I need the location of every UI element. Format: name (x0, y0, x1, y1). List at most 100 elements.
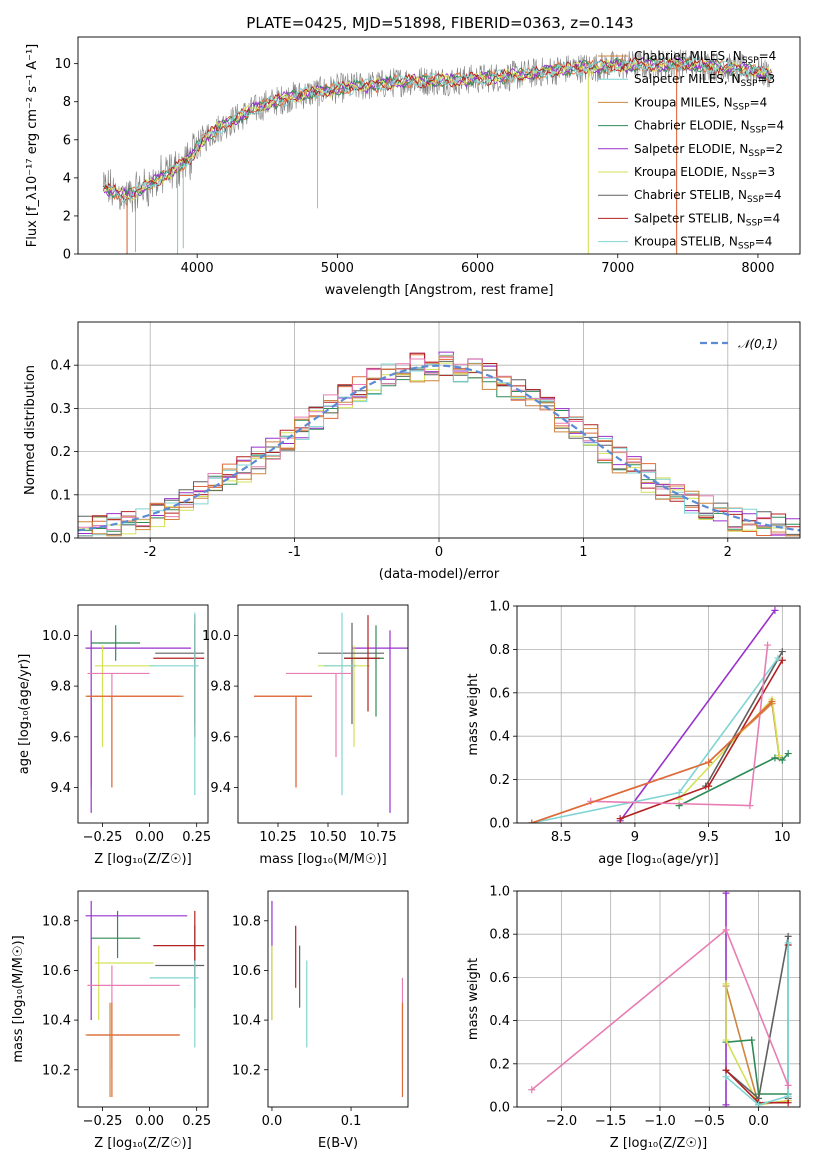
y-tick-label: 2 (63, 209, 71, 224)
x-tick-label: 6000 (461, 261, 494, 276)
legend-label: Salpeter MILES, NSSP=3 (634, 72, 775, 89)
y-tick-label: 0.8 (489, 643, 510, 658)
y-axis-label: age [log₁₀(age/yr)] (17, 654, 32, 775)
weight-marker (705, 758, 713, 766)
y-tick-label: 10.2 (232, 1063, 261, 1078)
weight-marker (528, 819, 536, 823)
plot-area (85, 900, 205, 1098)
y-tick-label: 9.8 (50, 680, 71, 695)
legend-label: 𝒩(0,1) (738, 337, 778, 351)
x-tick-label: 7000 (601, 261, 634, 276)
axes-frame (77, 890, 209, 1108)
plot-area (102, 49, 773, 254)
model-spectrum-2 (102, 56, 773, 201)
x-tick-label: 0.00 (135, 830, 164, 845)
weight-marker (771, 754, 779, 762)
x-tick-label: 10.50 (309, 830, 346, 845)
y-axis-label: Normed distribution (23, 365, 38, 495)
y-tick-label: 0.8 (489, 928, 510, 943)
normal-curve (78, 364, 800, 532)
y-tick-label: 10.0 (202, 629, 231, 644)
x-tick-label: 1 (579, 545, 587, 560)
model-spectrum-4 (103, 56, 773, 203)
weight-marker (755, 1101, 763, 1107)
x-tick-label: −2.0 (546, 1114, 578, 1129)
x-axis-label: mass [log₁₀(M/M☉)] (259, 852, 386, 867)
weight-marker (784, 939, 792, 947)
legend-label: Salpeter STELIB, NSSP=4 (634, 211, 780, 228)
plot-area (528, 891, 792, 1107)
y-axis-label: mass weight (466, 958, 481, 1040)
y-tick-label: 4 (63, 171, 71, 186)
weight-marker (764, 641, 772, 649)
axes-frame (77, 36, 801, 255)
x-tick-label: 0.1 (341, 1114, 362, 1129)
y-tick-label: 0.4 (489, 1014, 510, 1029)
x-tick-label: −1.0 (644, 1114, 676, 1129)
y-tick-label: 10.6 (42, 964, 71, 979)
weight-series-4 (705, 651, 783, 787)
y-tick-label: 0.2 (50, 445, 71, 460)
weight-marker (778, 648, 786, 656)
weight-marker (746, 802, 754, 810)
weight-marker (778, 756, 786, 764)
x-tick-label: −0.25 (83, 1114, 123, 1129)
histogram-series-8 (78, 355, 800, 537)
axes-frame (77, 604, 209, 824)
weight-marker (775, 752, 783, 760)
y-tick-label: 0.4 (50, 359, 71, 374)
x-axis-label: Z [log₁₀(Z/Z☉)] (94, 1136, 191, 1151)
legend-label: Chabrier MILES, NSSP=4 (634, 49, 776, 66)
y-tick-label: 8 (63, 95, 71, 110)
x-axis-label: E(B-V) (318, 1136, 358, 1151)
model-spectrum-1 (102, 56, 773, 199)
y-tick-label: 10.0 (42, 629, 71, 644)
x-tick-label: 10 (774, 830, 791, 845)
panel-Z_weight: −2.0 −1.5 −1.0 −0.5 0.0 0.0 0.2 0.4 0.6 0.8 1.0 Z [… (466, 885, 801, 1151)
legend-label: Kroupa STELIB, NSSP=4 (634, 235, 772, 252)
weight-marker (722, 980, 730, 988)
weight-marker (784, 932, 792, 940)
legend-label: Chabrier STELIB, NSSP=4 (634, 188, 782, 205)
plot-area (78, 351, 800, 537)
panel-age_weight: 8.5 9 9.5 10 0.0 0.2 0.4 0.6 0.8 1.0 age [log₁₀(ag… (466, 600, 801, 867)
x-axis-label: age [log₁₀(age/yr)] (598, 852, 719, 867)
observed-spectrum (102, 49, 772, 213)
x-tick-label: 10.25 (259, 830, 296, 845)
y-tick-label: 6 (63, 133, 71, 148)
x-tick-label: 0.25 (182, 830, 211, 845)
x-tick-label: 10.75 (359, 830, 396, 845)
figure-title: PLATE=0425, MJD=51898, FIBERID=0363, z=0… (246, 14, 633, 32)
y-tick-label: 0.3 (50, 402, 71, 417)
x-tick-label: 9.5 (698, 830, 719, 845)
axes-frame (237, 604, 409, 824)
weight-marker (722, 1066, 730, 1074)
weight-marker (784, 1099, 792, 1107)
y-tick-label: 9.4 (50, 781, 71, 796)
y-axis-label: mass [log₁₀(M/M☉)] (11, 935, 26, 1062)
x-tick-label: 0.0 (262, 1114, 283, 1129)
weight-marker (768, 697, 776, 705)
x-axis-label: Z [log₁₀(Z/Z☉)] (610, 1136, 707, 1151)
weight-marker (722, 1036, 730, 1044)
x-tick-label: 0.0 (748, 1114, 769, 1129)
y-tick-label: 0.4 (489, 730, 510, 745)
weight-marker (784, 1081, 792, 1089)
weight-marker (722, 1101, 730, 1107)
x-tick-label: 8000 (741, 261, 774, 276)
y-tick-label: 10.2 (42, 1063, 71, 1078)
y-tick-label: 9.6 (210, 730, 231, 745)
axes-frame (77, 321, 801, 539)
weight-marker (722, 926, 730, 934)
y-tick-label: 0.2 (489, 1057, 510, 1072)
x-tick-label: -1 (288, 545, 301, 560)
weight-series-1 (678, 753, 789, 807)
x-tick-label: 8.5 (551, 830, 572, 845)
axes-frame (516, 605, 801, 824)
x-tick-label: 0 (435, 545, 443, 560)
axes-frame (267, 890, 409, 1108)
y-tick-label: 0.2 (489, 773, 510, 788)
plot-area (85, 612, 205, 813)
y-tick-label: 0.0 (489, 1101, 510, 1116)
